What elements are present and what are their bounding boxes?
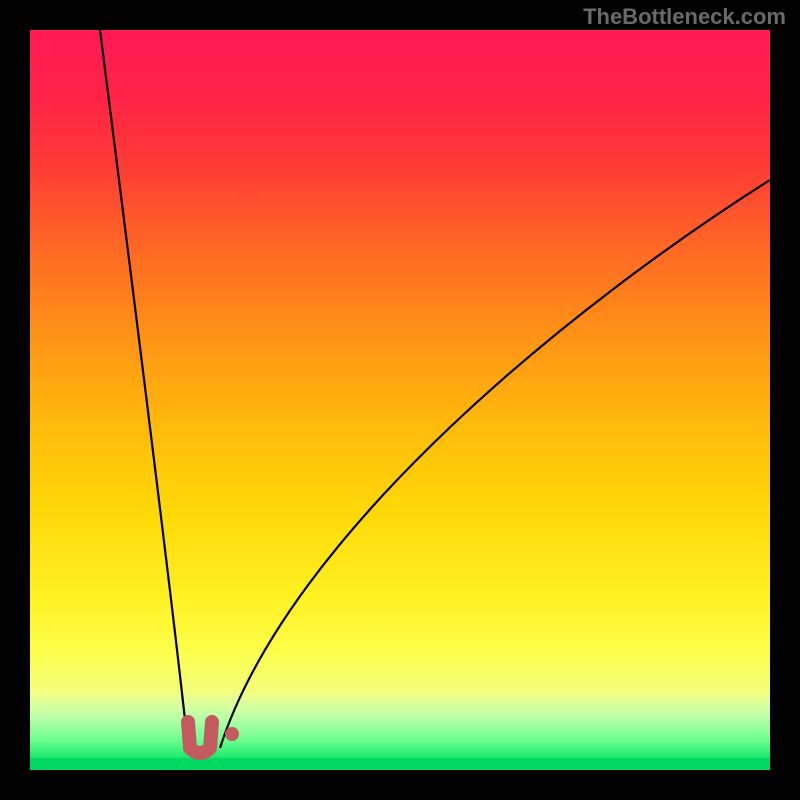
watermark-text: TheBottleneck.com	[583, 4, 786, 30]
trough-u-marker	[188, 722, 212, 753]
left-curve	[100, 30, 188, 748]
trough-dot-marker	[225, 727, 239, 741]
chart-plot-area	[30, 30, 770, 770]
bottleneck-curves	[30, 30, 770, 770]
right-curve	[220, 180, 770, 748]
